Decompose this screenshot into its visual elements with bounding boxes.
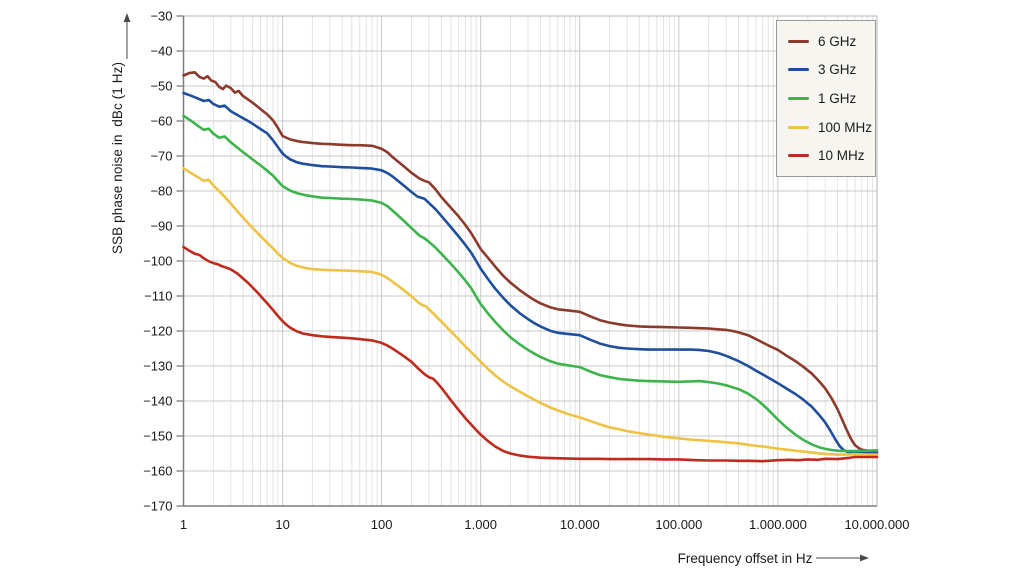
legend-swatch-10mhz <box>788 154 809 158</box>
legend-item-100mhz: 100 MHz <box>788 120 875 135</box>
legend-swatch-3ghz <box>788 68 809 72</box>
y-tick-label: −90 <box>150 219 172 234</box>
legend-swatch-1ghz <box>788 96 809 100</box>
legend-label-1ghz: 1 GHz <box>818 90 857 106</box>
y-tick-label: −160 <box>143 464 172 479</box>
series-line-1-ghz <box>182 114 879 453</box>
y-tick-label: −140 <box>143 394 172 409</box>
legend-label-100mhz: 100 MHz <box>818 119 873 135</box>
y-tick-label: −70 <box>150 149 172 164</box>
x-axis-title: Frequency offset in Hz <box>677 551 813 566</box>
x-axis-direction-arrow-icon <box>816 554 869 562</box>
x-tick-label: 1.000.000 <box>749 517 807 532</box>
y-tick-label: −30 <box>150 9 172 24</box>
legend-item-10mhz: 10 MHz <box>788 148 875 163</box>
y-tick-label: −170 <box>143 499 172 514</box>
series-line-100-mhz <box>182 167 879 456</box>
legend-label-3ghz: 3 GHz <box>818 62 857 78</box>
series-line-6-ghz <box>182 71 879 454</box>
x-tick-label: 10.000 <box>560 517 600 532</box>
y-tick-label: −130 <box>143 359 172 374</box>
x-tick-label: 1.000 <box>464 517 497 532</box>
series-line-10-mhz <box>182 245 879 463</box>
legend-item-3ghz: 3 GHz <box>788 62 875 77</box>
y-tick-label: −120 <box>143 324 172 339</box>
y-axis-title: SSB phase noise in dBc (1 Hz) <box>110 61 125 255</box>
x-tick-label: 10.000.000 <box>844 517 909 532</box>
y-tick-label: −60 <box>150 114 172 129</box>
legend-swatch-100mhz <box>788 125 809 129</box>
y-tick-label: −80 <box>150 184 172 199</box>
x-tick-label: 100.000 <box>655 517 702 532</box>
legend-item-6ghz: 6 GHz <box>788 34 875 49</box>
legend-label-6ghz: 6 GHz <box>818 33 857 49</box>
x-tick-label: 100 <box>371 517 393 532</box>
series-line-3-ghz <box>182 91 879 455</box>
y-tick-label: −150 <box>143 429 172 444</box>
legend-swatch-6ghz <box>788 39 809 43</box>
y-tick-label: −110 <box>144 289 172 304</box>
legend: 6 GHz 3 GHz 1 GHz 100 MHz 10 MHz <box>776 20 876 177</box>
x-tick-label: 10 <box>275 517 289 532</box>
x-tick-label: 1 <box>180 517 187 532</box>
legend-label-10mhz: 10 MHz <box>818 148 865 164</box>
y-axis-direction-arrow-icon <box>123 13 131 59</box>
y-tick-label: −100 <box>143 254 172 269</box>
y-tick-label: −40 <box>150 44 172 59</box>
legend-item-1ghz: 1 GHz <box>788 91 875 106</box>
y-tick-label: −50 <box>150 79 172 94</box>
